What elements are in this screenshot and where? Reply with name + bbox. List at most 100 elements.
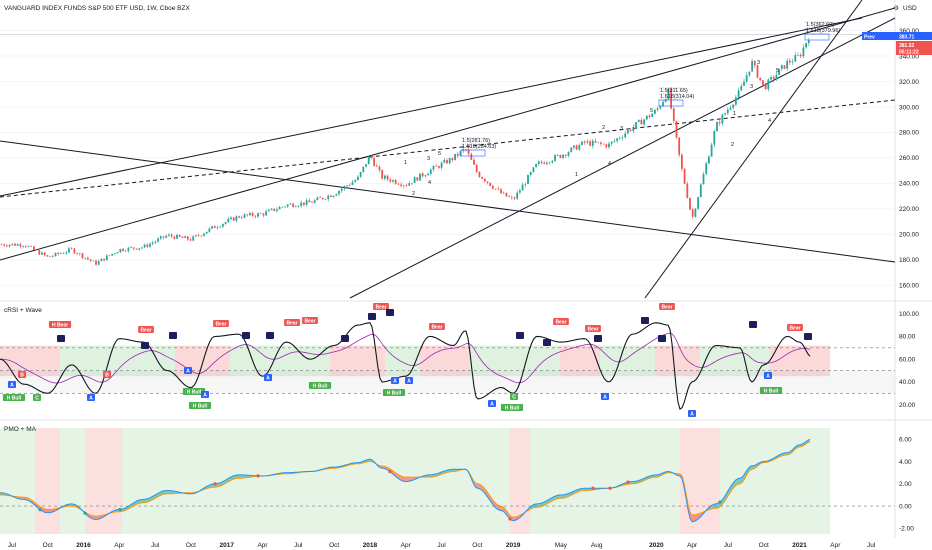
pmo-cloud — [244, 474, 246, 478]
candle-body — [648, 115, 651, 117]
wave-dot — [516, 332, 524, 339]
pmo-cloud — [586, 488, 588, 491]
candle-body — [621, 137, 624, 139]
pmo-cloud — [506, 509, 508, 517]
price-tick-label: 280.00 — [899, 130, 919, 137]
wave-dot — [594, 335, 602, 342]
pmo-cloud — [406, 477, 408, 482]
a-tag-text: A — [407, 379, 411, 385]
wave-dot — [169, 332, 177, 339]
candle-body — [713, 131, 716, 145]
candle-body — [367, 156, 370, 165]
hbull-tag-text: H Bull — [387, 391, 402, 397]
candle-body — [699, 184, 702, 198]
candle-body — [89, 259, 92, 261]
candle-body — [124, 250, 127, 252]
pmo-cloud — [478, 483, 480, 489]
candle-body — [132, 247, 135, 249]
candle-body — [675, 120, 678, 138]
candle-body — [581, 141, 583, 146]
a-tag-text: A — [603, 395, 607, 401]
candle-body — [30, 246, 33, 247]
b-tag-text: B — [105, 373, 109, 379]
candle-body — [359, 171, 362, 177]
pmo-cloud — [740, 477, 742, 484]
pmo-tick-label: 0.00 — [899, 503, 912, 510]
settings-icon[interactable]: ⚙ — [893, 4, 899, 12]
wave-count-label: 5 — [438, 151, 441, 157]
pmo-tick-label: 2.00 — [899, 481, 912, 488]
pmo-cloud — [538, 503, 540, 508]
candle-body — [797, 54, 799, 56]
candle-body — [73, 248, 76, 254]
candle-body — [689, 197, 691, 210]
crsi-zone — [420, 345, 470, 377]
candle-body — [551, 160, 554, 163]
candle-body — [43, 252, 46, 256]
candle-body — [81, 253, 84, 259]
candle-body — [276, 209, 278, 211]
c-tag — [510, 393, 518, 400]
candle-body — [448, 158, 451, 164]
pmo-cloud — [486, 490, 488, 498]
candle-body — [324, 199, 327, 200]
candle-body — [740, 85, 743, 91]
candle-body — [667, 89, 670, 100]
candle-body — [381, 170, 384, 179]
price-tick-label: 260.00 — [899, 155, 919, 162]
candle-body — [176, 234, 178, 239]
wave-dot — [386, 309, 394, 316]
candle-body — [227, 219, 230, 223]
candle-body — [791, 61, 794, 63]
time-tick-label: Jul — [151, 542, 160, 549]
pmo-tick-label: 4.00 — [899, 459, 912, 466]
candle-body — [608, 143, 610, 148]
time-tick-label: Jul — [867, 542, 876, 549]
pmo-cloud — [748, 466, 750, 473]
candle-body — [478, 172, 481, 177]
pmo-cloud — [536, 503, 538, 508]
time-tick-label: Oct — [472, 542, 482, 549]
fib-target-label: 1.5(281.76) — [462, 138, 490, 144]
time-tick-label: 2020 — [649, 542, 664, 549]
time-tick-label: Oct — [186, 542, 196, 549]
candle-body — [670, 89, 672, 109]
candle-body — [208, 228, 211, 232]
pmo-zone — [530, 428, 680, 534]
candle-body — [775, 74, 778, 80]
candle-body — [424, 175, 427, 177]
pmo-cloud — [728, 487, 730, 496]
candle-body — [807, 40, 810, 44]
pmo-zone — [680, 428, 720, 534]
candle-body — [589, 141, 591, 146]
wave-count-label: 1 — [733, 111, 736, 117]
candle-body — [451, 158, 454, 160]
time-tick-label: Apr — [830, 542, 841, 549]
candle-body — [197, 235, 200, 236]
candle-body — [111, 253, 114, 256]
a-tag — [601, 393, 609, 400]
candle-body — [748, 71, 751, 76]
candle-body — [721, 114, 724, 124]
candle-body — [192, 236, 195, 241]
candlestick-series — [0, 38, 810, 266]
candle-body — [656, 108, 659, 110]
candle-body — [46, 255, 49, 257]
candle-body — [432, 165, 435, 170]
pmo-cloud — [512, 517, 514, 521]
a-tag — [264, 374, 272, 381]
crsi-tick-label: 100.00 — [899, 311, 919, 318]
candle-body — [178, 234, 181, 237]
candle-body — [38, 250, 41, 255]
candle-body — [165, 235, 168, 238]
bear-tag-text: Bear — [140, 328, 151, 334]
a-tag — [688, 410, 696, 417]
candle-body — [756, 65, 759, 78]
candle-body — [500, 189, 502, 194]
pmo-cross-dot — [83, 511, 87, 515]
candle-body — [319, 197, 321, 199]
candle-body — [213, 226, 216, 228]
candle-body — [267, 209, 270, 212]
candle-body — [41, 252, 43, 255]
